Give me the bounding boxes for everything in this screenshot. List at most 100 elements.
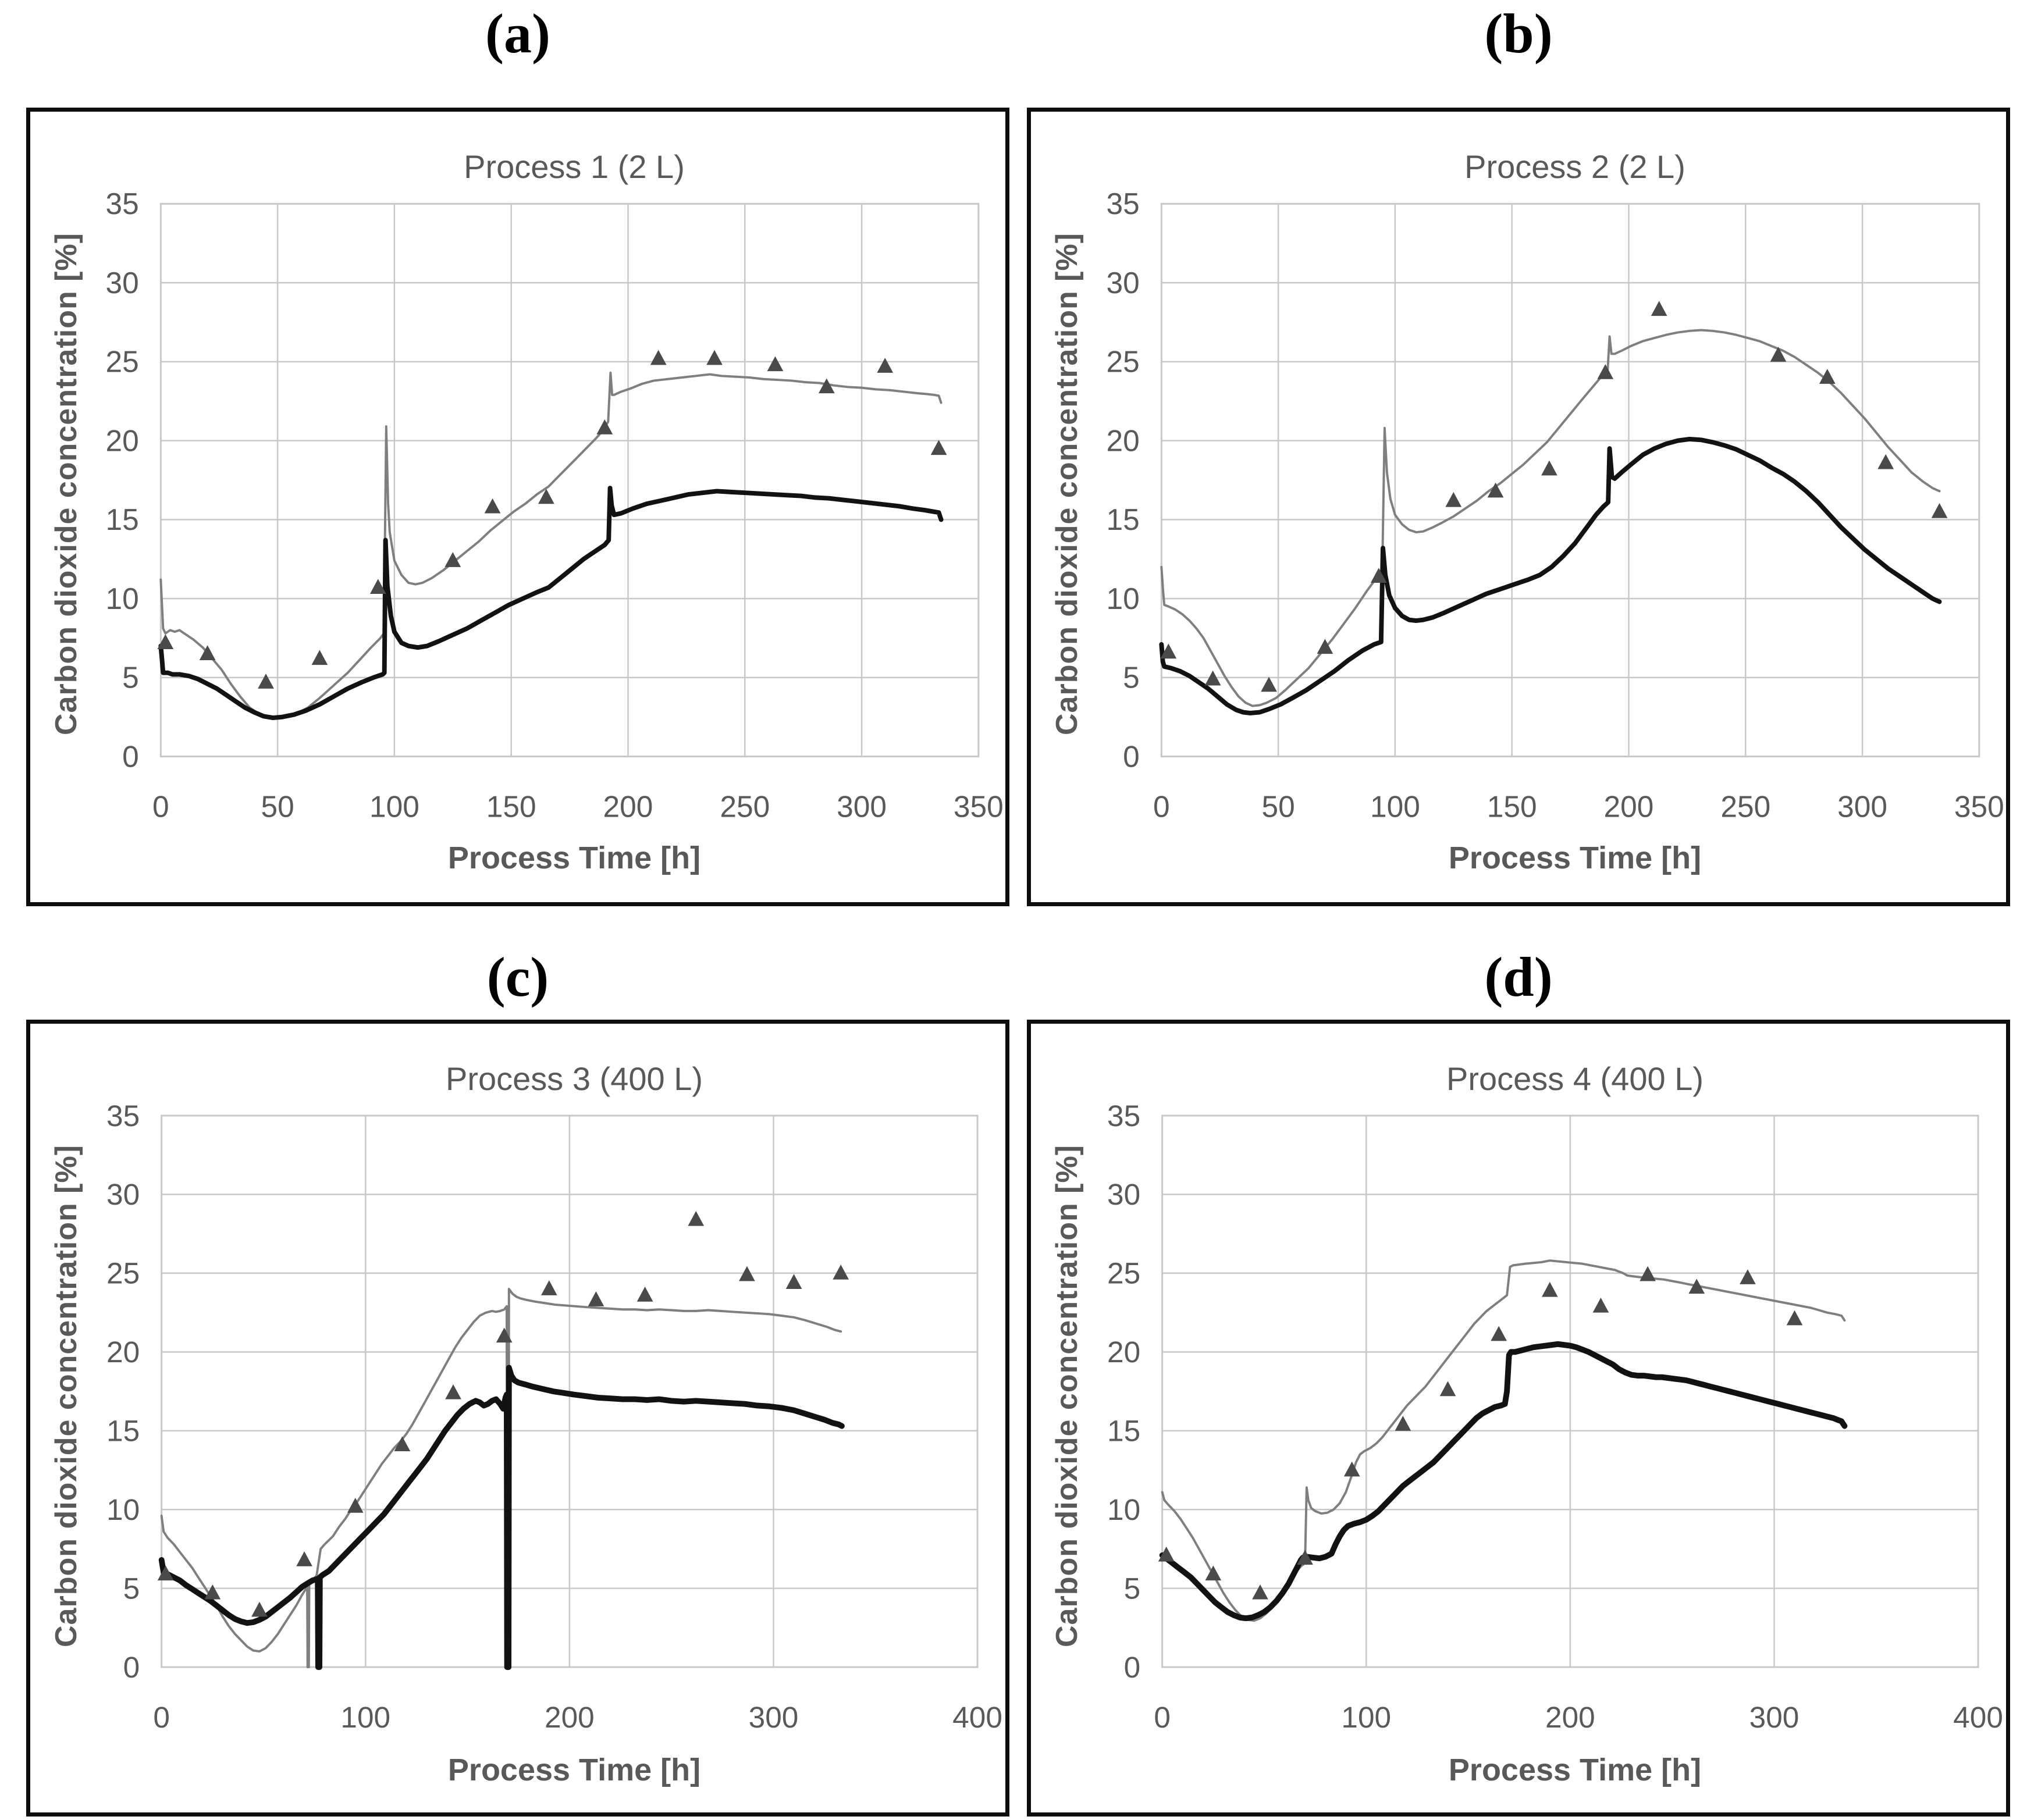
y-tick-label: 30 — [1107, 1178, 1140, 1211]
series-black-line — [1159, 436, 1942, 715]
offline-marker-triangle — [540, 1280, 557, 1295]
x-tick-label: 0 — [1153, 790, 1170, 824]
x-tick-label: 200 — [1604, 790, 1654, 824]
offline-marker-triangle — [1158, 1546, 1175, 1562]
chart-panel-d: 0 5 10 15 20 25 30 35 0 100 200 300 400 Process 4 (4… — [1027, 1020, 2010, 1817]
y-tick-label: 0 — [1124, 1651, 1141, 1684]
y-tick-label: 20 — [106, 1335, 140, 1369]
x-tick-label: 200 — [545, 1701, 595, 1734]
offline-marker-triangle — [251, 1601, 268, 1617]
offline-marker-triangle — [347, 1498, 364, 1513]
y-axis-label-a: Carbon dioxide concentration [%] — [49, 232, 83, 736]
x-tick-label: 300 — [1837, 790, 1887, 824]
series-gray-line — [160, 1288, 842, 1669]
offline-marker-triangle — [877, 358, 894, 373]
offline-marker-triangle — [1487, 482, 1504, 498]
panel-label-b: (b) — [1484, 2, 1553, 65]
chart-title-b: Process 2 (2 L) — [1464, 148, 1685, 185]
offline-marker-triangle — [1541, 1281, 1558, 1297]
x-tick-label: 100 — [1341, 1701, 1391, 1734]
y-tick-label: 5 — [1123, 661, 1140, 694]
y-tick-label: 35 — [1106, 187, 1139, 220]
y-tick-label: 5 — [123, 1572, 140, 1605]
y-tick-label: 25 — [1107, 1257, 1140, 1290]
y-tick-label: 20 — [105, 423, 138, 457]
offline-marker-triangle — [496, 1327, 513, 1343]
x-tick-label: 350 — [1954, 790, 2004, 824]
x-tick-label: 250 — [720, 790, 770, 824]
offline-marker-triangle — [1651, 301, 1667, 316]
offline-marker-triangle — [157, 634, 174, 649]
offline-marker-triangle — [199, 645, 216, 660]
y-tick-label: 10 — [105, 582, 138, 615]
x-tick-label: 0 — [152, 790, 169, 824]
x-tick-label: 200 — [1545, 1701, 1595, 1734]
offline-marker-triangle — [296, 1551, 312, 1566]
x-tick-label: 300 — [837, 790, 887, 824]
offline-marker-triangle — [484, 498, 501, 514]
offline-marker-triangle — [1770, 347, 1787, 362]
y-tick-label: 0 — [122, 739, 139, 773]
offline-marker-triangle — [1204, 670, 1221, 686]
offline-marker-triangle — [1317, 639, 1333, 654]
offline-marker-triangle — [650, 350, 667, 365]
y-tick-label: 10 — [1106, 582, 1139, 615]
y-tick-label: 30 — [1106, 266, 1139, 300]
panel-label-a: (a) — [485, 2, 550, 65]
offline-marker-triangle — [588, 1291, 604, 1306]
offline-marker-triangle — [369, 579, 386, 594]
panel-label-c: (c) — [486, 946, 549, 1008]
y-axis-label-c: Carbon dioxide concentration [%] — [49, 1144, 83, 1648]
offline-marker-triangle — [1597, 364, 1614, 379]
offline-marker-triangle — [1261, 676, 1277, 692]
offline-marker-triangle — [636, 1287, 653, 1302]
offline-marker-triangle — [688, 1210, 705, 1226]
chart-title-a: Process 1 (2 L) — [464, 148, 685, 185]
x-tick-label: 300 — [1749, 1701, 1799, 1734]
x-tick-label: 150 — [1487, 790, 1537, 824]
offline-marker-triangle — [785, 1274, 802, 1290]
offline-marker-triangle — [157, 1565, 174, 1581]
y-tick-label: 0 — [123, 1651, 140, 1684]
y-tick-label: 25 — [1106, 345, 1139, 379]
y-tick-label: 5 — [122, 661, 139, 694]
series-black-line — [158, 1365, 845, 1671]
y-tick-label: 25 — [106, 1257, 140, 1290]
y-tick-label: 20 — [1107, 1335, 1140, 1369]
x-tick-label: 400 — [952, 1701, 1002, 1734]
offline-marker-triangle — [1592, 1297, 1609, 1313]
offline-marker-triangle — [1252, 1584, 1268, 1600]
offline-marker-triangle — [444, 552, 461, 567]
chart-panel-c: 0 5 10 15 20 25 30 35 0 100 200 300 400 Process 3 (4… — [26, 1020, 1009, 1817]
y-tick-label: 15 — [106, 1415, 140, 1448]
offline-marker-triangle — [1205, 1565, 1222, 1581]
chart-title-d: Process 4 (400 L) — [1446, 1060, 1704, 1097]
x-tick-label: 350 — [954, 790, 1004, 824]
y-tick-label: 10 — [1107, 1493, 1140, 1526]
offline-marker-triangle — [1297, 1550, 1313, 1565]
offline-marker-triangle — [204, 1584, 221, 1600]
offline-marker-triangle — [311, 650, 328, 665]
x-tick-label: 100 — [369, 790, 419, 824]
offline-marker-triangle — [1160, 643, 1177, 659]
x-tick-label: 200 — [603, 790, 653, 824]
offline-marker-triangle — [538, 489, 554, 504]
panel-label-d: (d) — [1484, 946, 1553, 1008]
y-tick-label: 10 — [106, 1493, 140, 1526]
offline-marker-triangle — [1395, 1416, 1411, 1431]
x-axis-label-c: Process Time [h] — [447, 1753, 701, 1787]
y-tick-label: 35 — [106, 1099, 140, 1132]
offline-marker-triangle — [739, 1266, 755, 1281]
offline-marker-triangle — [1931, 503, 1948, 518]
x-tick-label: 250 — [1720, 790, 1770, 824]
offline-marker-triangle — [1688, 1278, 1705, 1294]
x-tick-label: 150 — [486, 790, 536, 824]
y-axis-label-b: Carbon dioxide concentration [%] — [1050, 232, 1084, 736]
plot-area-d: 0 5 10 15 20 25 30 35 0 100 200 300 400 — [1107, 1099, 2003, 1734]
offline-marker-triangle — [767, 356, 784, 372]
offline-marker-triangle — [596, 419, 613, 434]
y-tick-label: 0 — [1123, 739, 1140, 773]
x-tick-label: 0 — [153, 1701, 170, 1734]
